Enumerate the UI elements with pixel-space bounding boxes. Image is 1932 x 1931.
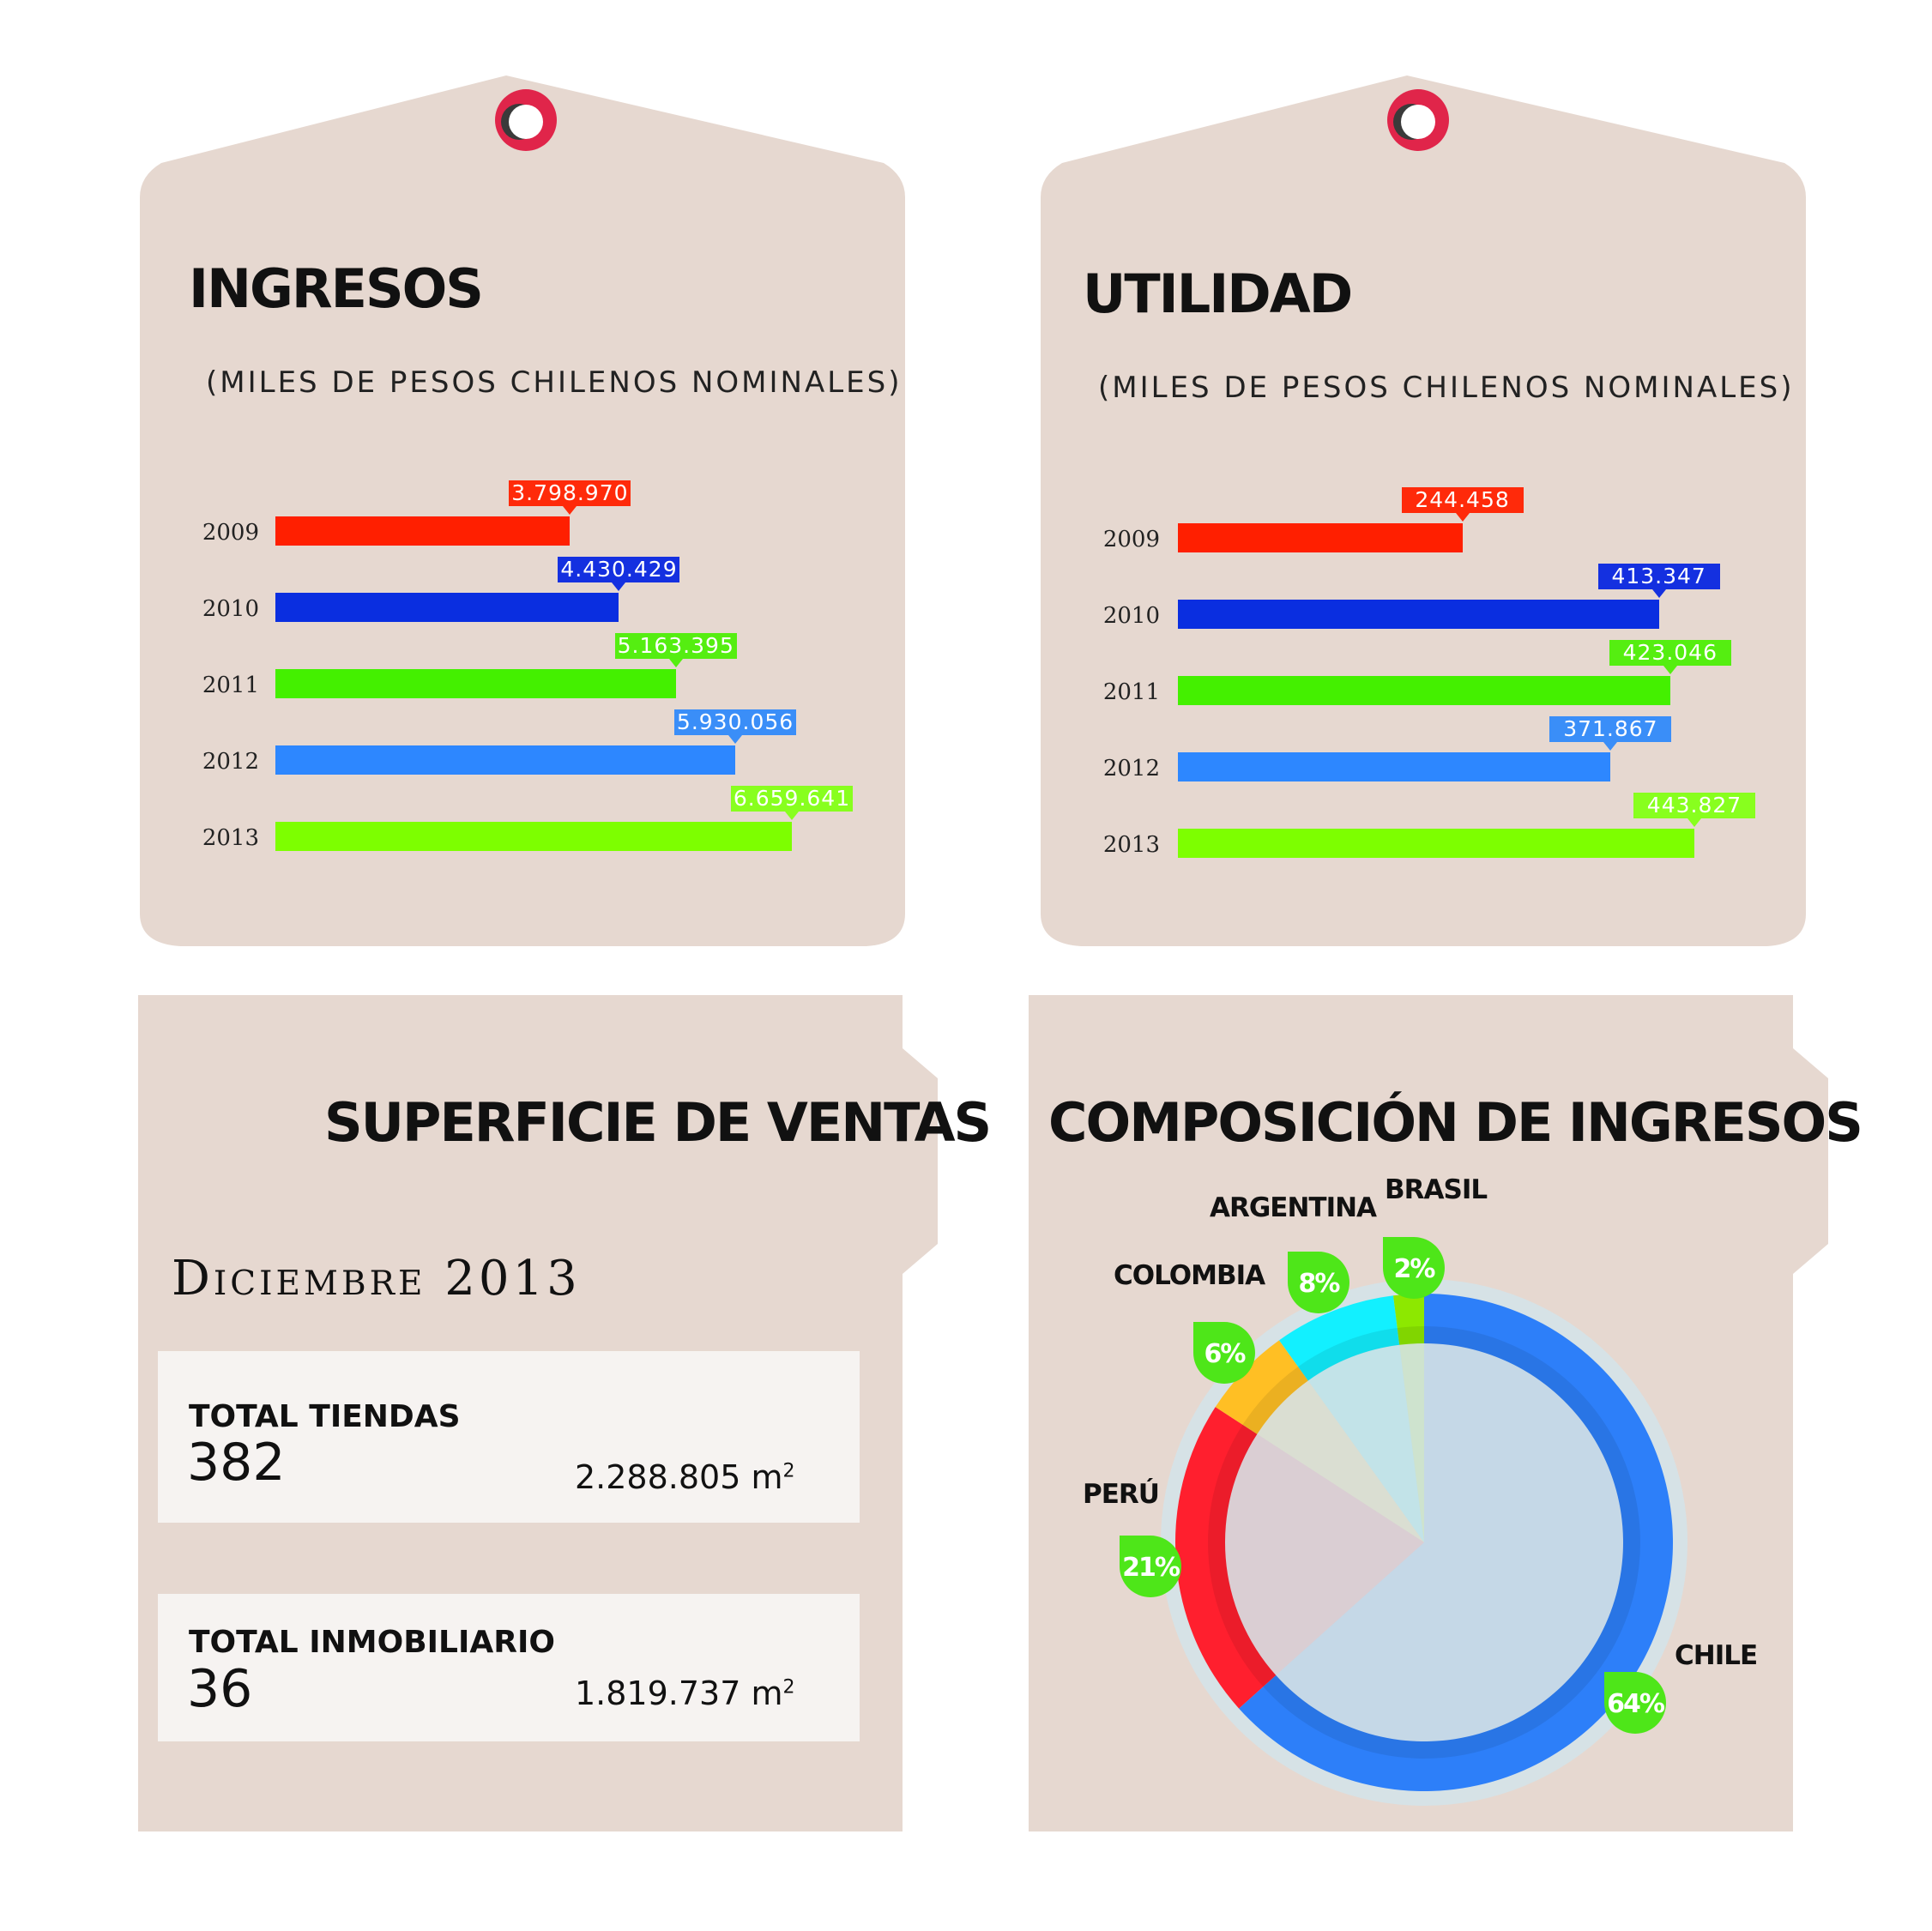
ingresos-year-2012: 2012 [202,749,259,775]
utilidad-value-label-2013: 443.827 [1633,793,1755,827]
ingresos-bar-2013 [275,822,792,851]
inmobiliario-label: TOTAL INMOBILIARIO [189,1625,555,1660]
inmobiliario-box: TOTAL INMOBILIARIO 36 1.819.737 m2 [158,1594,860,1741]
ingresos-title: INGRESOS [189,257,484,320]
utilidad-title: UTILIDAD [1083,262,1353,325]
tiendas-box: TOTAL TIENDAS 382 2.288.805 m2 [158,1351,860,1523]
inmobiliario-count: 36 [187,1659,253,1719]
ingresos-subtitle: (MILES DE PESOS CHILENOS NOMINALES) [206,365,903,400]
utilidad-bar-2009 [1178,523,1463,552]
ingresos-bar-2011 [275,669,676,698]
ingresos-ring-icon [480,89,571,163]
superficie-date: Diciembre 2013 [172,1251,581,1306]
inmobiliario-area-exponent: 2 [782,1676,795,1699]
utilidad-value-pointer-2009 [1455,513,1470,522]
utilidad-bar-2011 [1178,676,1670,705]
utilidad-year-2009: 2009 [1102,527,1160,552]
utilidad-value-pointer-2013 [1687,818,1701,827]
ingresos-value-text-2010: 4.430.429 [560,557,678,582]
utilidad-subtitle: (MILES DE PESOS CHILENOS NOMINALES) [1098,371,1795,405]
utilidad-bar-2010 [1178,600,1659,629]
ingresos-year-2011: 2011 [202,673,259,698]
utilidad-value-text-2011: 423.046 [1622,640,1718,665]
utilidad-year-2010: 2010 [1102,603,1160,629]
utilidad-value-pointer-2012 [1603,742,1618,751]
ingresos-value-text-2013: 6.659.641 [733,786,851,811]
ingresos-value-text-2009: 3.798.970 [511,480,629,505]
tiendas-area-value: 2.288.805 m [575,1458,783,1496]
utilidad-year-2012: 2012 [1102,756,1160,781]
utilidad-value-text-2009: 244.458 [1415,487,1510,512]
utilidad-year-2013: 2013 [1102,832,1160,858]
tiendas-area: 2.288.805 m2 [575,1458,795,1496]
inmobiliario-area: 1.819.737 m2 [575,1675,795,1712]
utilidad-value-text-2013: 443.827 [1646,793,1742,818]
utilidad-value-label-2012: 371.867 [1549,716,1672,751]
ingresos-value-pointer-2012 [728,735,743,744]
utilidad-value-pointer-2010 [1651,589,1666,598]
utilidad-ring-icon [1373,89,1464,163]
ingresos-year-2013: 2013 [202,825,259,851]
composicion-title: COMPOSICIÓN DE INGRESOS [1048,1091,1863,1154]
ingresos-bar-2009 [275,516,571,546]
utilidad-bar-2013 [1178,829,1694,858]
ingresos-value-text-2011: 5.163.395 [617,633,734,658]
inmobiliario-area-value: 1.819.737 m [575,1675,783,1712]
ingresos-bar-2012 [275,745,736,775]
utilidad-value-label-2009: 244.458 [1401,487,1524,522]
ingresos-year-2010: 2010 [202,596,259,622]
utilidad-value-label-2010: 413.347 [1597,564,1720,598]
ingresos-value-pointer-2010 [612,582,626,591]
superficie-title: SUPERFICIE DE VENTAS [324,1091,992,1154]
ingresos-value-pointer-2009 [563,506,577,515]
ingresos-year-2009: 2009 [202,520,259,546]
ingresos-bar-2010 [275,593,619,622]
tiendas-label: TOTAL TIENDAS [189,1399,461,1434]
ingresos-value-pointer-2013 [785,812,799,820]
ingresos-value-label-2011: 5.163.395 [614,633,737,667]
utilidad-value-text-2010: 413.347 [1611,564,1706,588]
ingresos-value-label-2012: 5.930.056 [674,709,797,744]
tiendas-count: 382 [187,1433,286,1493]
utilidad-bar-2012 [1178,752,1611,781]
ingresos-value-label-2013: 6.659.641 [731,786,853,820]
ingresos-value-pointer-2011 [668,659,683,667]
ingresos-value-label-2010: 4.430.429 [558,557,680,591]
tiendas-area-exponent: 2 [782,1460,795,1482]
utilidad-value-pointer-2011 [1663,666,1677,674]
utilidad-value-text-2012: 371.867 [1563,716,1658,741]
utilidad-value-label-2011: 423.046 [1609,640,1731,674]
ingresos-value-label-2009: 3.798.970 [509,480,631,515]
utilidad-year-2011: 2011 [1102,679,1160,705]
ingresos-value-text-2012: 5.930.056 [676,709,794,734]
